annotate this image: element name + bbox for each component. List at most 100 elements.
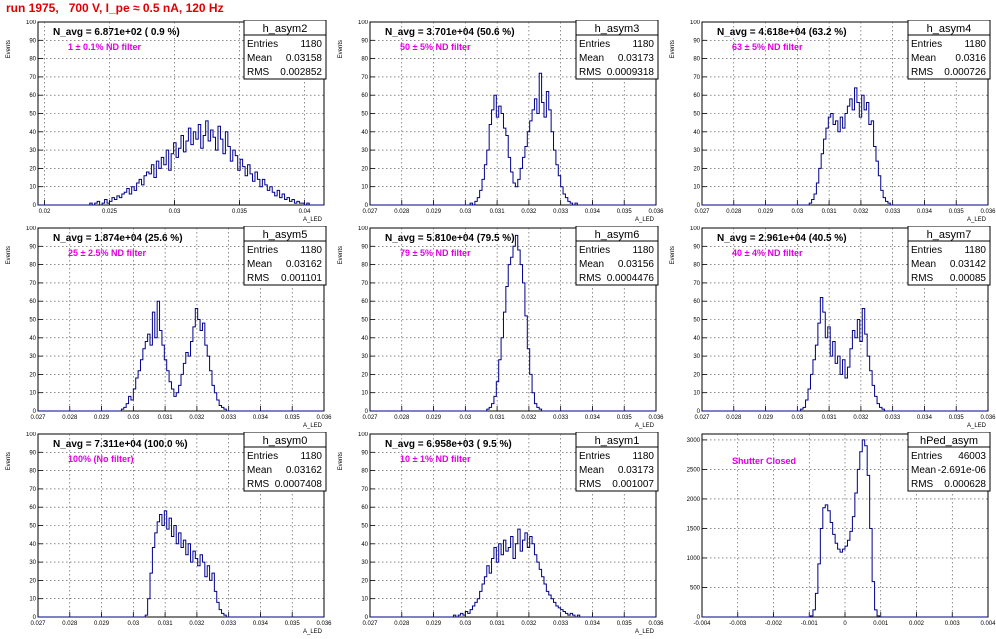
x-tick-label: 0.034 (917, 209, 933, 215)
y-tick-label: 60 (29, 93, 36, 99)
y-axis-label: Events (338, 40, 344, 58)
y-axis-label: Events (338, 452, 344, 470)
histogram-outline (702, 297, 988, 412)
y-tick-label: 20 (29, 166, 36, 172)
stats-value-mean: 0.03173 (618, 53, 655, 64)
x-tick-label: 0.028 (394, 415, 410, 421)
stats-label-mean: Mean (247, 259, 272, 270)
y-tick-label: 30 (693, 148, 700, 154)
y-tick-label: 30 (29, 354, 36, 360)
stats-box: h_asym2 Entries 1180 Mean 0.03158 RMS 0.002852 (243, 20, 327, 80)
stats-label-entries: Entries (911, 39, 942, 50)
y-tick-label: 60 (361, 299, 368, 305)
x-axis-ticks: 0.027 0.028 0.029 0.03 0.031 0.032 0.033 0.034 0… (694, 200, 996, 215)
x-tick-label: 0.03 (459, 415, 471, 421)
grid-lines (370, 22, 656, 205)
stats-box-frame (907, 20, 991, 80)
x-tick-label: 0.035 (949, 209, 965, 215)
y-tick-label: 60 (693, 299, 700, 305)
y-tick-label: 10 (29, 391, 36, 397)
n-avg-label: N_avg = 4.618e+04 (63.2 %) (717, 27, 847, 38)
y-tick-label: 20 (361, 372, 368, 378)
stats-value-mean: 0.03162 (286, 465, 323, 476)
stats-value-mean: 0.03142 (950, 259, 987, 270)
x-tick-label: 0.027 (694, 209, 710, 215)
y-tick-label: 20 (29, 372, 36, 378)
stats-value-mean: 0.0316 (955, 53, 986, 64)
histogram-svg: 0.027 0.028 0.029 0.03 0.031 0.032 0.033 0.034 0… (670, 20, 996, 223)
x-tick-label: 0.036 (648, 415, 664, 421)
y-tick-label: 10 (361, 597, 368, 603)
y-tick-label: 90 (361, 244, 368, 250)
x-tick-label: 0.035 (949, 415, 965, 421)
stats-label-rms: RMS (247, 273, 270, 284)
y-tick-label: 50 (693, 112, 700, 118)
y-tick-label: 70 (29, 75, 36, 81)
stats-label-mean: Mean (247, 465, 272, 476)
x-tick-label: 0.031 (158, 415, 174, 421)
y-axis-ticks: 0 10 20 30 40 50 60 70 80 90 100 (690, 226, 707, 415)
n-avg-label: N_avg = 6.871e+02 ( 0.9 %) (53, 27, 180, 38)
n-avg-label: N_avg = 2.961e+04 (40.5 %) (717, 233, 847, 244)
x-tick-label: 0.029 (94, 415, 110, 421)
x-tick-label: 0.03 (791, 415, 803, 421)
histogram-outline (370, 528, 656, 618)
stats-label-rms: RMS (911, 273, 934, 284)
y-tick-label: 90 (29, 38, 36, 44)
n-avg-label: N_avg = 7.311e+04 (100.0 %) (53, 439, 188, 450)
x-axis-label: A_LED (303, 629, 323, 635)
histogram-panel-ped: -0.004 -0.003 -0.002 -0.001 0 0.001 0.002 0.003… (664, 432, 996, 639)
x-axis-ticks: 0.027 0.028 0.029 0.03 0.031 0.032 0.033 0.034 0… (694, 406, 996, 421)
y-tick-label: 90 (693, 38, 700, 44)
stats-label-rms: RMS (579, 67, 602, 78)
x-tick-label: 0.036 (980, 209, 996, 215)
stats-box: h_asym4 Entries 1180 Mean 0.0316 RMS 0.000726 (907, 20, 991, 80)
stats-value-rms: 0.0009318 (607, 67, 655, 78)
stats-box: h_asym0 Entries 1180 Mean 0.03162 RMS 0.000740… (243, 432, 327, 492)
x-axis-label: A_LED (635, 629, 655, 635)
y-tick-label: 70 (693, 75, 700, 81)
stats-value-rms: 0.000726 (944, 67, 986, 78)
y-axis-ticks: 0 10 20 30 40 50 60 70 80 90 100 (26, 226, 43, 415)
x-tick-label: 0.03 (127, 415, 139, 421)
x-tick-label: 0.028 (726, 415, 742, 421)
y-tick-label: 80 (361, 57, 368, 63)
x-tick-label: 0.031 (490, 209, 506, 215)
stats-value-rms: 0.000628 (944, 479, 986, 490)
stats-box: h_asym3 Entries 1180 Mean 0.03173 RMS 0.000931… (575, 20, 659, 80)
y-tick-label: 40 (29, 542, 36, 548)
y-tick-label: 30 (361, 148, 368, 154)
histogram-outline (38, 300, 324, 412)
y-axis-label: Events (338, 246, 344, 264)
y-tick-label: 80 (361, 469, 368, 475)
stats-box-frame (243, 226, 327, 286)
histogram-name: h_asym6 (595, 229, 640, 241)
n-avg-label: N_avg = 3.701e+04 (50.6 %) (385, 27, 515, 38)
y-tick-label: 100 (26, 432, 37, 438)
histogram-svg: 0.027 0.028 0.029 0.03 0.031 0.032 0.033 0.034 0… (670, 226, 996, 429)
y-tick-label: 90 (693, 244, 700, 250)
y-axis-ticks: 0 10 20 30 40 50 60 70 80 90 100 (358, 20, 375, 209)
stats-label-entries: Entries (579, 451, 610, 462)
y-tick-label: 0 (33, 409, 37, 415)
y-tick-label: 40 (693, 336, 700, 342)
grid-lines (38, 22, 324, 205)
stats-label-entries: Entries (247, 451, 278, 462)
histogram-name: h_asym5 (263, 229, 308, 241)
y-tick-label: 20 (29, 578, 36, 584)
y-tick-label: 30 (29, 560, 36, 566)
stats-label-entries: Entries (579, 245, 610, 256)
stats-value-mean: 0.03158 (286, 53, 323, 64)
x-tick-label: 0.025 (102, 209, 118, 215)
y-tick-label: 70 (361, 281, 368, 287)
stats-label-rms: RMS (579, 273, 602, 284)
histogram-svg: 0.027 0.028 0.029 0.03 0.031 0.032 0.033 0.034 0… (338, 432, 664, 635)
y-tick-label: 0 (697, 203, 701, 209)
x-tick-label: 0.029 (758, 415, 774, 421)
y-tick-label: 0 (697, 409, 701, 415)
x-tick-label: 0.03 (791, 209, 803, 215)
grid-lines (370, 434, 656, 617)
x-tick-label: 0.035 (617, 415, 633, 421)
x-axis-label: A_LED (635, 217, 655, 223)
histogram-name: hPed_asym (920, 435, 978, 447)
